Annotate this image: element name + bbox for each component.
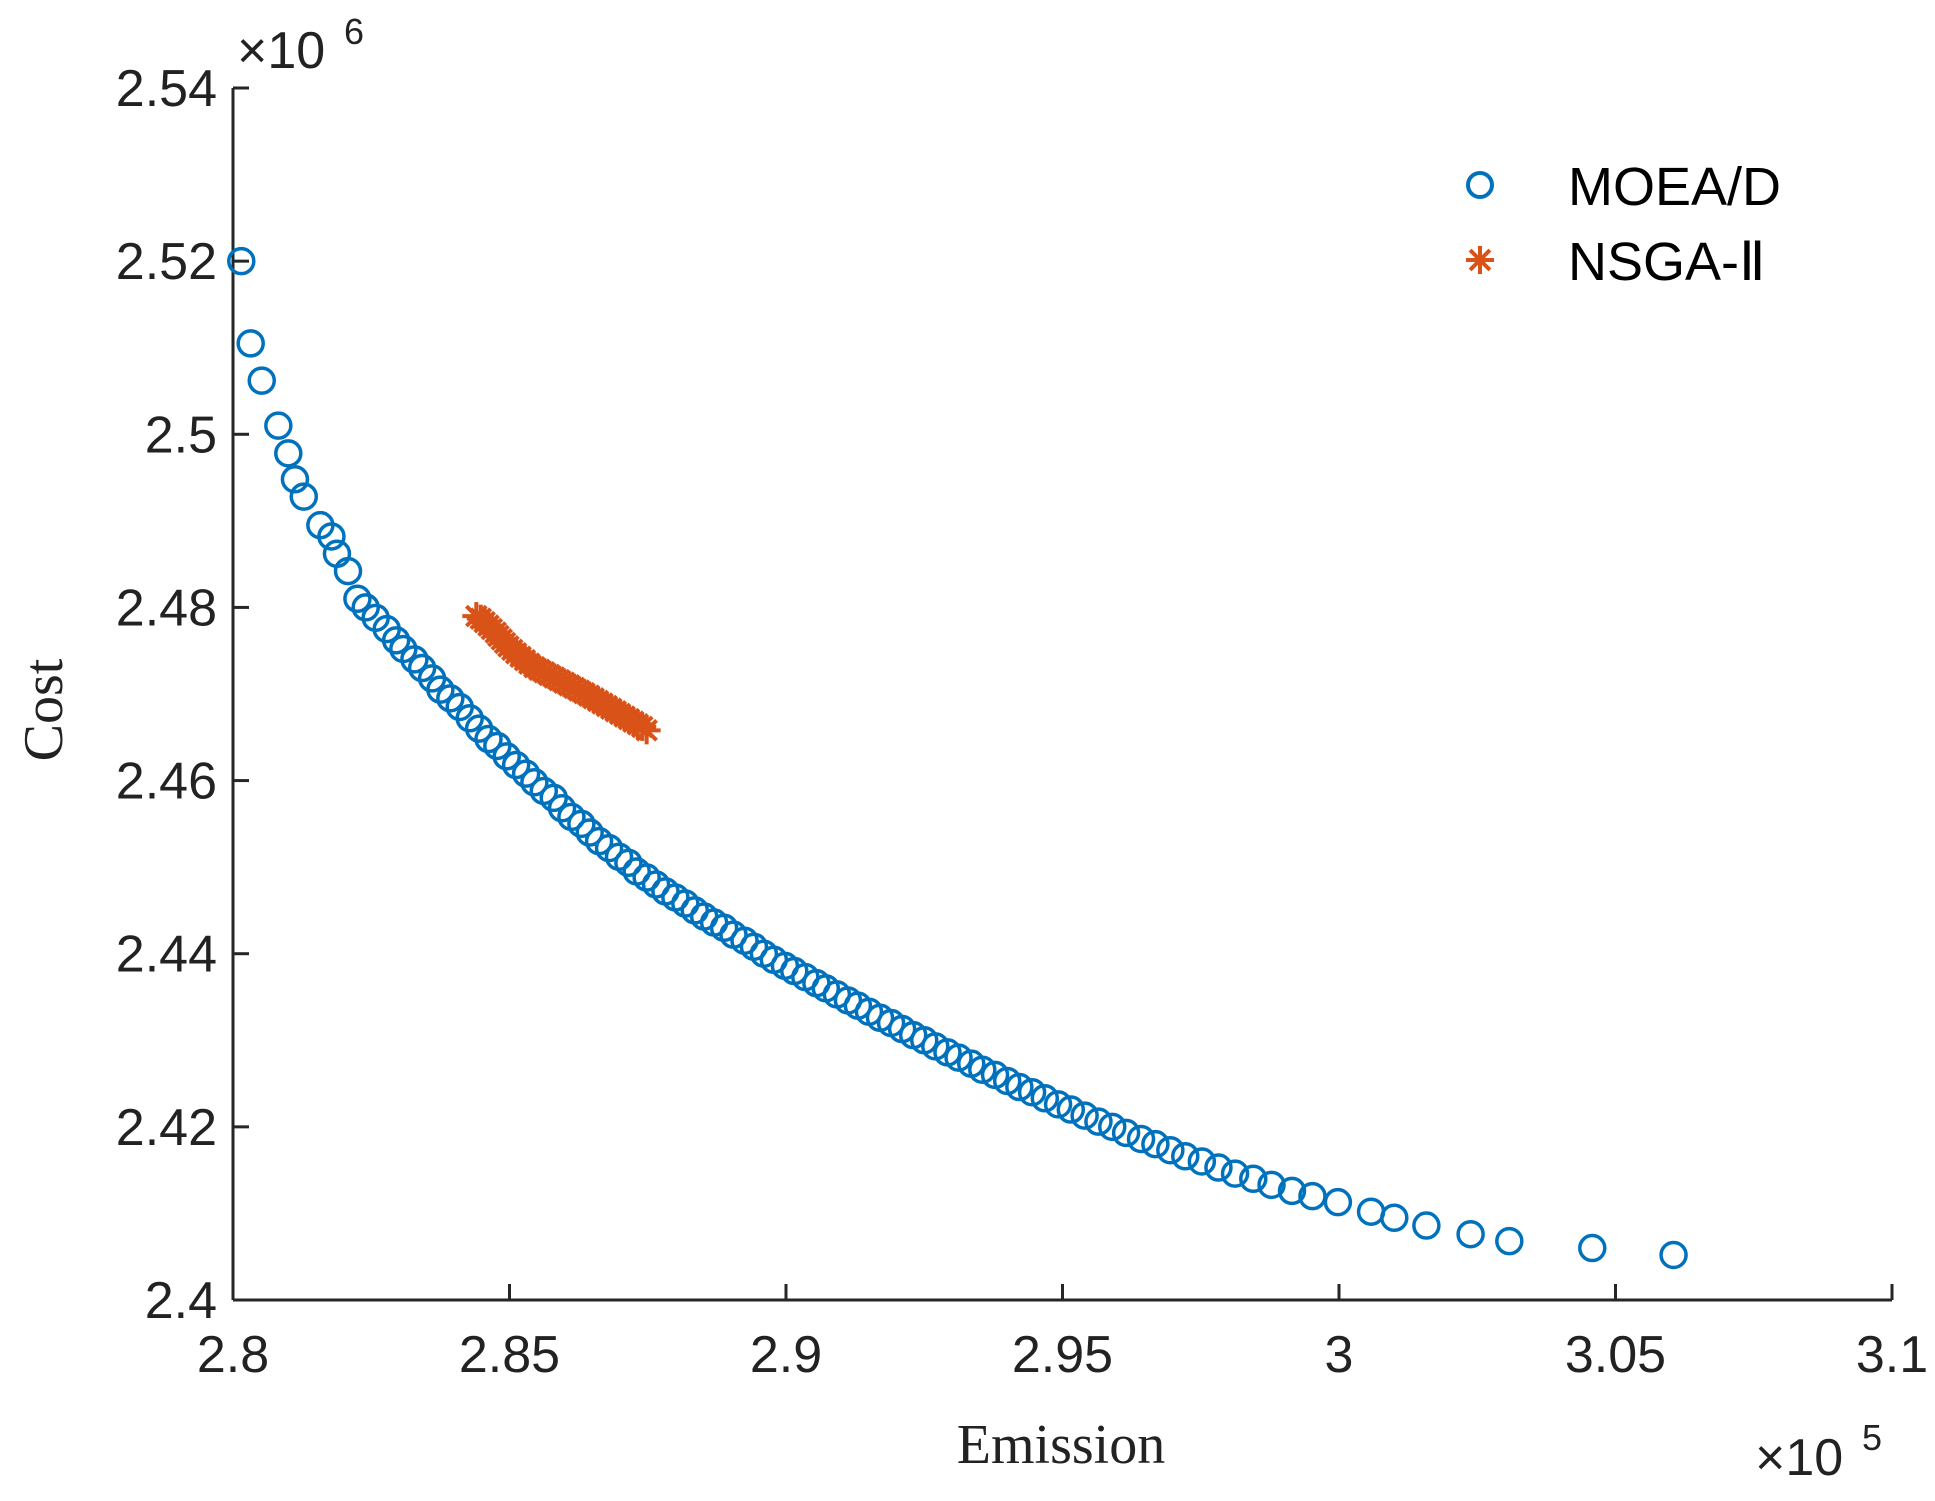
- legend-marker-nsga: [1466, 246, 1494, 274]
- moead-point: [1017, 1077, 1047, 1107]
- moead-point: [400, 645, 429, 674]
- legend-label-nsga: NSGA-Ⅱ: [1568, 232, 1766, 292]
- nsga-point: [632, 716, 661, 745]
- moead-point: [1578, 1233, 1607, 1263]
- moead-point: [1056, 1095, 1086, 1124]
- y-tick-label: 2.54: [116, 60, 217, 118]
- moead-point: [1070, 1101, 1099, 1130]
- moead-point: [594, 833, 624, 863]
- moead-point: [575, 818, 604, 847]
- moead-point: [274, 439, 303, 468]
- x-multiplier-exponent: 5: [1862, 1417, 1882, 1458]
- moead-point: [1412, 1211, 1441, 1240]
- y-tick-label: 2.4: [145, 1272, 217, 1330]
- moead-point: [547, 794, 577, 823]
- moead-point: [567, 809, 596, 839]
- moead-point: [1187, 1147, 1217, 1176]
- moead-point: [436, 684, 465, 713]
- moead-point: [968, 1055, 997, 1084]
- moead-point: [343, 584, 372, 614]
- moead-point: [1030, 1084, 1060, 1113]
- legend: MOEA/D NSGA-Ⅱ: [1466, 157, 1781, 292]
- moead-point: [520, 768, 549, 797]
- moead-point: [1239, 1164, 1268, 1194]
- moead-point: [289, 482, 319, 511]
- y-tick-label: 2.5: [145, 406, 217, 464]
- moead-point: [280, 465, 310, 494]
- moead-point: [1659, 1240, 1688, 1270]
- x-multiplier: ×10 5: [1755, 1417, 1882, 1487]
- moead-point: [1380, 1203, 1409, 1233]
- legend-asterisk-glyph: [1466, 246, 1494, 274]
- moead-point: [407, 653, 437, 683]
- moead-point: [1495, 1226, 1524, 1256]
- moead-point: [333, 556, 363, 586]
- moead-point: [474, 724, 503, 754]
- moead-point: [1204, 1153, 1233, 1182]
- legend-label-moead: MOEA/D: [1568, 157, 1781, 217]
- moead-point: [227, 246, 256, 276]
- moead-point: [1111, 1118, 1141, 1148]
- moead-point: [381, 626, 411, 655]
- x-tick-label: 2.95: [1012, 1326, 1113, 1384]
- moead-point: [1084, 1107, 1113, 1136]
- y-tick-label: 2.42: [116, 1099, 217, 1157]
- y-multiplier: ×10 6: [237, 11, 364, 80]
- y-axis-label: Cost: [13, 658, 75, 761]
- legend-marker-moead: [1466, 171, 1494, 199]
- moead-point: [1171, 1142, 1200, 1171]
- moead-point: [247, 366, 277, 395]
- moead-point: [501, 750, 531, 780]
- moead-point: [236, 329, 265, 358]
- moead-point: [1298, 1181, 1327, 1211]
- y-tick-label: 2.46: [116, 753, 217, 811]
- moead-point: [1141, 1129, 1170, 1159]
- moead-point: [492, 742, 521, 771]
- moead-point: [1098, 1112, 1127, 1142]
- y-multiplier-base: ×10: [237, 22, 325, 80]
- moead-point: [351, 593, 380, 622]
- x-axis-label: Emission: [957, 1414, 1165, 1476]
- x-tick-label: 2.8: [197, 1326, 269, 1384]
- moead-point: [614, 848, 643, 878]
- moead-point: [426, 675, 455, 704]
- moead-point: [1356, 1197, 1386, 1226]
- y-tick-label: 2.52: [116, 233, 217, 291]
- moead-point: [1323, 1187, 1353, 1217]
- x-tick-label: 3.1: [1856, 1326, 1928, 1384]
- x-tick-label: 2.85: [459, 1326, 560, 1384]
- x-ticks: 2.8 2.85 2.9 2.95 3 3.05 3.1: [197, 1284, 1928, 1384]
- x-tick-label: 3.05: [1565, 1326, 1666, 1384]
- x-multiplier-base: ×10: [1755, 1429, 1843, 1487]
- moead-point: [1156, 1135, 1185, 1165]
- series-markers: [227, 246, 1688, 1270]
- y-multiplier-exponent: 6: [344, 11, 364, 52]
- x-tick-label: 3: [1325, 1326, 1354, 1384]
- y-tick-label: 2.44: [116, 926, 217, 984]
- moead-point: [1005, 1072, 1034, 1102]
- moead-point: [1456, 1219, 1485, 1249]
- moead-point: [264, 411, 293, 440]
- moead-point: [944, 1043, 973, 1072]
- x-tick-label: 2.9: [750, 1326, 822, 1384]
- moead-point: [1277, 1176, 1307, 1206]
- moead-point: [1257, 1170, 1286, 1200]
- y-ticks: 2.4 2.42 2.44 2.46 2.48 2.5 2.52 2.54: [116, 60, 249, 1330]
- y-tick-label: 2.48: [116, 579, 217, 637]
- moead-point: [1126, 1124, 1156, 1154]
- moead-point: [1043, 1090, 1073, 1119]
- moead-point: [1220, 1159, 1250, 1188]
- moead-point: [511, 759, 541, 788]
- moead-point: [317, 522, 346, 551]
